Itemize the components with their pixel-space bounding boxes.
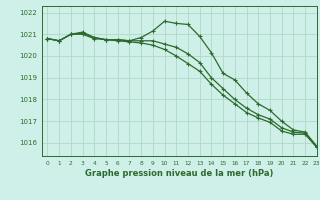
X-axis label: Graphe pression niveau de la mer (hPa): Graphe pression niveau de la mer (hPa): [85, 169, 273, 178]
